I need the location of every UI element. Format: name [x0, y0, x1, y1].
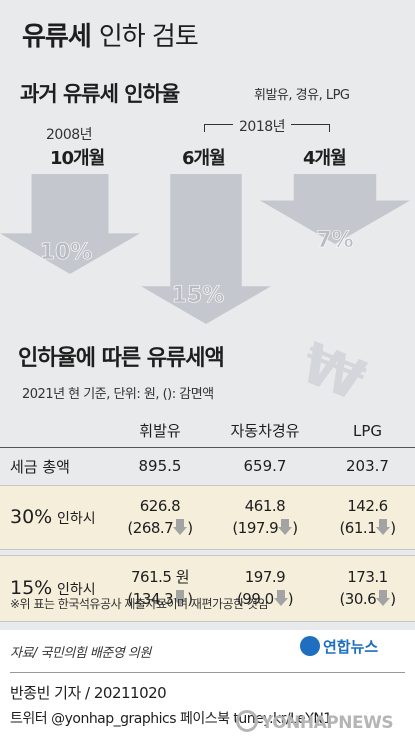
suffix-15: 인하시 [57, 582, 96, 598]
spacer-cell [0, 549, 415, 555]
cell-30-diesel: 461.8 (197.9) [210, 484, 320, 550]
period-label-3: 4개월 [303, 148, 347, 169]
year-bracket-label: 2018년 [233, 116, 292, 136]
total-lpg: 203.7 [346, 457, 389, 475]
reduction-value: (30.6 [339, 590, 377, 608]
down-arrow-icon [376, 590, 391, 606]
chart-note: 휘발유, 경유, LPG [254, 88, 350, 103]
reduction: (134.3) [110, 588, 210, 610]
reduction-close: ) [390, 590, 396, 608]
reduction: (197.9) [210, 517, 320, 539]
reduction-value: (61.1 [339, 519, 377, 537]
row-spacer [0, 549, 415, 555]
tax-table: 휘발유 자동차경유 LPG 세금 총액 895.5 659.7 203.7 30… [0, 415, 415, 622]
value: 197.9 [244, 568, 286, 586]
year-label-1: 2008년 [46, 127, 93, 143]
cell-15-gasoline: 761.5 원 (134.3) [110, 554, 210, 622]
arrow-bar-2 [141, 174, 271, 324]
reduction: (268.7) [110, 517, 210, 539]
reduction-close: ) [292, 519, 298, 537]
value-label-2: 15% [172, 283, 225, 308]
value-label-3: 7% [316, 228, 353, 253]
table-title: 인하율에 따른 유류세액 [18, 346, 225, 371]
credit-line-1: 반종빈 기자 / 20211020 [10, 684, 167, 702]
reduction-close: ) [390, 519, 396, 537]
title-main: 유류세 [22, 22, 92, 52]
logo-text: 연합뉴스 [323, 638, 379, 656]
down-arrow-icon [376, 519, 391, 535]
value: 761.5 원 [130, 568, 190, 586]
header-empty [0, 415, 110, 448]
watermark-text: YONHAPNEWS [261, 713, 394, 733]
chart-arrows: 10% 15% 7% [0, 174, 410, 324]
row-label-30: 30% 인하시 [0, 484, 110, 550]
reduction: (99.0) [210, 588, 320, 610]
source: 자료/ 국민의힘 배준영 의원 [10, 646, 151, 661]
title-sub: 인하 검토 [98, 22, 199, 52]
header-gasoline: 휘발유 [110, 415, 210, 448]
value-label-1: 10% [40, 240, 93, 265]
table-row-30: 30% 인하시 626.8 (268.7) 461.8 (197.9) 142.… [0, 484, 415, 550]
reduction: (61.1) [320, 517, 415, 539]
total-gasoline: 895.5 [138, 457, 182, 475]
down-arrow-icon [273, 590, 288, 606]
rate-30: 30% [10, 506, 53, 528]
suffix-30: 인하시 [57, 511, 96, 527]
value: 173.1 [347, 568, 388, 586]
reduction-close: ) [287, 590, 294, 608]
down-arrow-icon [278, 519, 293, 535]
value: 142.6 [347, 497, 388, 515]
reduction-value: (197.9 [232, 519, 279, 537]
reduction: (30.6) [320, 588, 415, 610]
cell-15-diesel: 197.9 (99.0) [210, 554, 320, 622]
reduction-value: (268.7 [127, 519, 174, 537]
watermark: YONHAPNEWS [236, 710, 394, 733]
chart-title: 과거 유류세 인하율 [20, 82, 180, 106]
total-label: 세금 총액 [10, 457, 70, 476]
total-diesel: 659.7 [243, 457, 287, 475]
table-row-total: 세금 총액 895.5 659.7 203.7 [0, 447, 415, 485]
cell-30-lpg: 142.6 (61.1) [320, 484, 415, 550]
reduction-close: ) [187, 519, 193, 537]
arrow-bar-1 [0, 174, 140, 274]
cell-15-lpg: 173.1 (30.6) [320, 554, 415, 622]
value: 461.8 [244, 497, 286, 515]
reduction-value: (134.3 [127, 590, 174, 608]
period-label-2: 6개월 [182, 148, 226, 169]
down-arrow-icon [173, 590, 188, 606]
header-diesel: 자동차경유 [210, 415, 320, 448]
yonhap-logo: 연합뉴스 [300, 636, 378, 657]
watermark-icon [236, 710, 258, 732]
table-note: 2021년 현 기준, 단위: 원, (): 감면액 [22, 387, 214, 402]
table-header-row: 휘발유 자동차경유 LPG [0, 415, 415, 448]
reduction-value: (99.0 [236, 590, 274, 608]
arrow-bar-3 [260, 174, 410, 244]
cell-30-gasoline: 626.8 (268.7) [110, 484, 210, 550]
yonhap-logo-icon [300, 636, 320, 656]
value: 626.8 [139, 497, 181, 515]
row-label-15: 15% 인하시 [0, 554, 110, 622]
rate-15: 15% [10, 577, 53, 599]
footnote: ※위 표는 한국석유공사 제출자료이며 재편가공한 것임 [10, 597, 269, 611]
page-title: 유류세 인하 검토 [22, 16, 199, 53]
reduction-close: ) [187, 590, 193, 608]
footer-divider [10, 672, 405, 673]
down-arrow-icon [173, 519, 188, 535]
header-lpg: LPG [320, 415, 415, 448]
table-row-15: 15% 인하시 761.5 원 (134.3) 197.9 (99.0) 173… [0, 554, 415, 622]
period-label-1: 10개월 [50, 148, 105, 169]
